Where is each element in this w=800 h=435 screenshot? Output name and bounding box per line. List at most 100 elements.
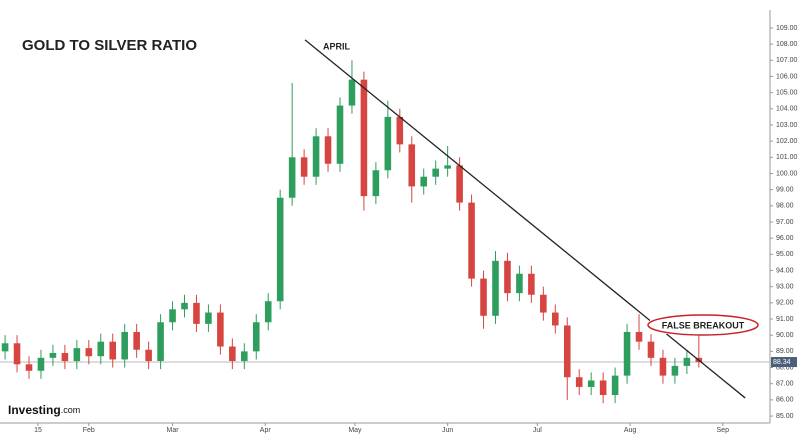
last-price-box: [771, 357, 797, 368]
y-tick-label: 90.00: [776, 332, 794, 339]
candle-body: [13, 343, 21, 365]
y-tick-label: 108.00: [776, 41, 798, 48]
y-tick-label: 107.00: [776, 57, 798, 64]
y-tick-label: 95.00: [776, 251, 794, 258]
candle-body: [671, 365, 679, 376]
x-tick-label: Jul: [533, 427, 542, 434]
y-tick-label: 103.00: [776, 122, 798, 129]
candle-body: [444, 165, 451, 169]
candle-body: [587, 380, 595, 387]
candle-body: [516, 273, 523, 294]
candle-body: [468, 202, 475, 279]
annotation-bg: [650, 316, 758, 334]
y-tick-label: 94.00: [776, 267, 794, 274]
candle-body: [384, 116, 392, 171]
candle-body: [61, 352, 69, 362]
candle-body: [169, 309, 176, 323]
x-tick-label: May: [348, 427, 362, 434]
y-tick-label: 91.00: [776, 316, 794, 323]
candle-body: [157, 322, 164, 362]
candle-body: [1, 343, 9, 352]
candle-body: [635, 331, 643, 342]
x-tick-label: 15: [34, 427, 42, 434]
y-tick-label: 102.00: [776, 138, 798, 145]
y-tick-label: 98.00: [776, 203, 794, 210]
candle-body: [109, 341, 117, 360]
x-tick-label: Jun: [442, 427, 453, 434]
candle-body: [193, 302, 200, 324]
x-tick-label: Aug: [624, 427, 637, 434]
candle-body: [408, 144, 416, 187]
candle-body: [623, 331, 631, 376]
y-tick-label: 104.00: [776, 106, 798, 113]
brand-logo: Investing.com: [8, 403, 80, 417]
candle-body: [659, 357, 667, 376]
y-tick-label: 105.00: [776, 89, 798, 96]
candle-body: [348, 79, 356, 106]
candle-body: [336, 105, 344, 164]
y-tick-label: 93.00: [776, 284, 794, 291]
y-tick-label: 100.00: [776, 170, 798, 177]
y-tick-label: 97.00: [776, 219, 794, 226]
candle-body: [683, 357, 691, 366]
candle-body: [611, 375, 619, 396]
annotation: FALSE BREAKOUT: [662, 320, 745, 330]
candle-body: [420, 176, 428, 187]
candle-body: [276, 197, 284, 302]
candle-body: [121, 331, 128, 360]
candle-body: [528, 273, 535, 295]
chart-title: GOLD TO SILVER RATIO: [22, 37, 197, 54]
x-tick-label: Mar: [167, 427, 180, 434]
candle-body: [647, 341, 655, 358]
brand-suffix: .com: [61, 405, 81, 415]
candle-body: [97, 341, 105, 357]
candle-body: [133, 331, 140, 350]
candle-body: [85, 348, 93, 357]
candle-body: [205, 312, 212, 324]
candle-body: [312, 136, 320, 177]
candle-body: [432, 168, 439, 177]
y-tick-label: 89.00: [776, 348, 794, 355]
candle-body: [217, 312, 224, 347]
candle-body: [37, 357, 45, 371]
candle-body: [49, 352, 57, 358]
y-tick-label: 106.00: [776, 73, 798, 80]
candle-body: [552, 312, 559, 326]
candle-body: [492, 260, 499, 316]
candle-body: [252, 322, 260, 352]
candle-body: [372, 170, 380, 197]
candle-body: [300, 157, 308, 177]
x-tick-label: Sep: [717, 427, 730, 434]
candle-body: [504, 260, 511, 294]
x-tick-label: Feb: [83, 427, 95, 434]
candle-body: [73, 348, 81, 362]
annotation-ellipse: [647, 314, 759, 336]
candle-body: [181, 302, 188, 310]
candle-body: [563, 325, 571, 378]
candle-body: [456, 165, 463, 203]
annotation: APRIL: [323, 41, 351, 51]
last-price-label: 88.34: [773, 359, 791, 366]
y-tick-label: 88.00: [776, 364, 794, 371]
candle-body: [145, 349, 152, 362]
y-tick-label: 96.00: [776, 235, 794, 242]
trendline: [304, 39, 746, 399]
candle-body: [396, 116, 404, 145]
y-tick-label: 87.00: [776, 381, 794, 388]
candle-body: [575, 377, 583, 387]
candle-body: [324, 136, 332, 164]
candle-body: [288, 157, 296, 198]
candle-body: [540, 294, 547, 313]
candle-body: [25, 364, 33, 371]
candle-body: [241, 351, 248, 362]
y-tick-label: 85.00: [776, 413, 794, 420]
candle-body: [229, 346, 236, 362]
candle-body: [480, 278, 487, 316]
brand-name: Investing: [8, 403, 61, 417]
candle-body: [264, 301, 272, 323]
x-tick-label: Apr: [260, 427, 272, 434]
y-tick-label: 109.00: [776, 25, 798, 32]
candle-body: [360, 79, 368, 197]
y-tick-label: 99.00: [776, 186, 794, 193]
